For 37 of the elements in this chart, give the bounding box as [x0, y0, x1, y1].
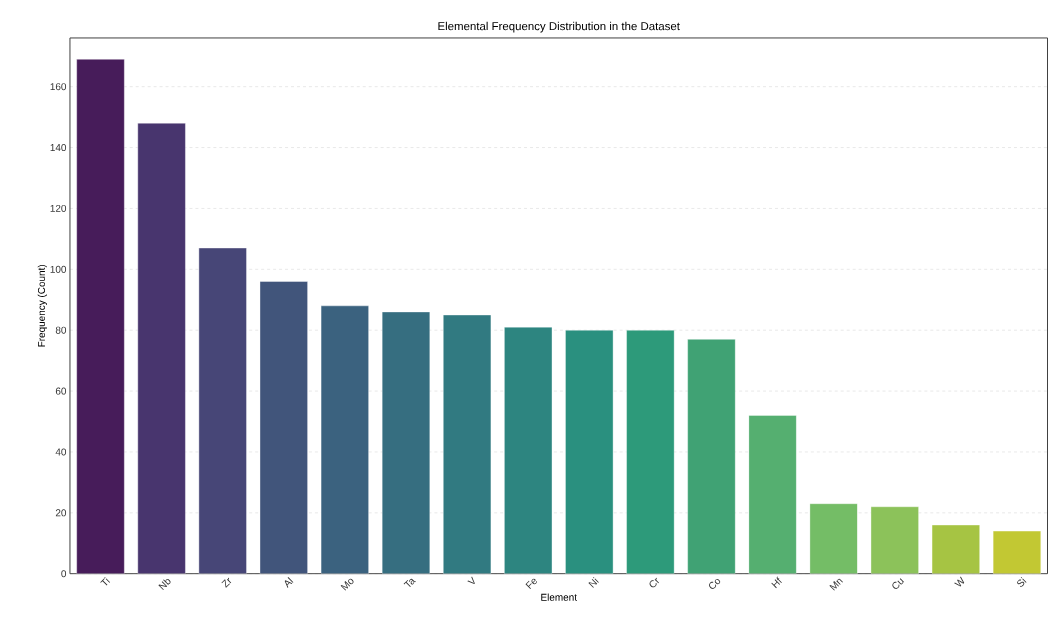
y-tick-label: 140	[50, 144, 67, 152]
x-tick-label: Mn	[829, 578, 843, 591]
bar	[565, 330, 614, 574]
x-tick-label: Co	[709, 579, 721, 590]
y-tick-label: 20	[55, 509, 67, 517]
y-tick-label: 80	[55, 326, 67, 334]
bar	[992, 531, 1041, 574]
x-tick-label: Hf	[771, 576, 782, 589]
chart-title: Elemental Frequency Distribution in the Dataset	[438, 21, 680, 33]
bar	[687, 339, 736, 574]
y-tick-label: 40	[55, 448, 67, 456]
x-tick-label: Nb	[158, 579, 171, 591]
x-tick-label: Fe	[525, 578, 537, 590]
y-tick-label: 0	[61, 570, 67, 578]
x-tick-label: Al	[284, 577, 294, 589]
x-tick-label: Zr	[221, 577, 232, 588]
bar	[870, 506, 919, 574]
bar	[504, 327, 553, 574]
x-tick-label: Ti	[100, 577, 111, 586]
bar	[626, 330, 675, 574]
bar	[931, 524, 980, 574]
y-tick-label: 160	[50, 83, 67, 91]
y-axis-title: Frequency (Count)	[37, 265, 47, 347]
x-tick-label: Si	[1017, 577, 1027, 587]
bar	[76, 59, 125, 574]
x-tick-label: Mo	[340, 578, 354, 591]
y-tick-label: 60	[55, 387, 67, 395]
bar	[137, 123, 186, 574]
x-tick-label: V	[467, 576, 475, 585]
x-tick-label: Cr	[649, 578, 659, 588]
y-tick-label: 120	[50, 205, 67, 213]
x-tick-label: Ni	[588, 577, 599, 588]
y-tick-label: 100	[50, 265, 67, 273]
x-axis-title: Element	[541, 593, 577, 601]
x-tick-label: Ta	[403, 579, 416, 588]
x-tick-label: Cu	[892, 578, 905, 590]
x-tick-label: W	[954, 576, 965, 587]
